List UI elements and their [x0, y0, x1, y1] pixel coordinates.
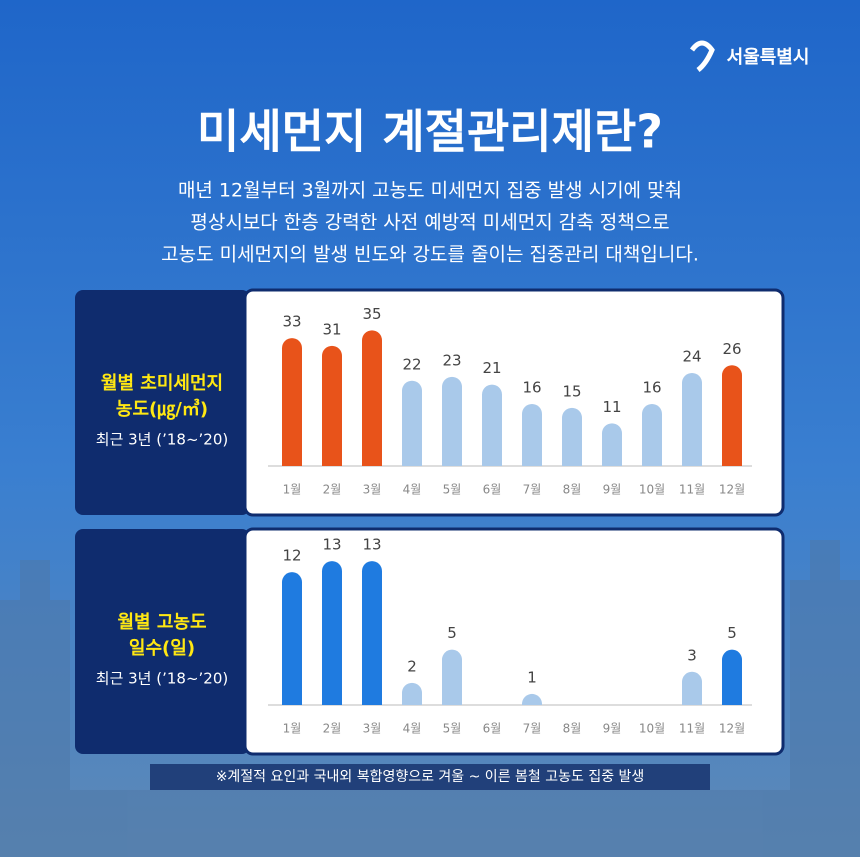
description: 평상시보다 한층 강력한 사전 예방적 미세먼지 감축 정책으로 [190, 212, 669, 234]
bar [362, 330, 382, 466]
panel-title: 월별 초미세먼지 [101, 373, 223, 394]
x-tick-label: 10월 [639, 483, 665, 497]
value-label: 13 [322, 536, 341, 554]
footnote: ※계절적 요인과 국내외 복합영향으로 겨울 ~ 이른 봄철 고농도 집중 발생 [216, 769, 645, 785]
value-label: 3 [687, 646, 697, 664]
x-tick-label: 6월 [483, 483, 502, 497]
x-tick-label: 4월 [403, 722, 422, 736]
bar [722, 649, 742, 705]
bar [322, 561, 342, 705]
value-label: 22 [402, 355, 421, 373]
side-panel [75, 290, 250, 515]
x-tick-label: 4월 [403, 483, 422, 497]
bar [282, 338, 302, 466]
x-tick-label: 12월 [719, 483, 745, 497]
bar [402, 380, 422, 466]
value-label: 16 [522, 379, 541, 397]
logo-icon [689, 40, 715, 72]
bar [562, 407, 582, 466]
bar [282, 572, 302, 705]
x-tick-label: 8월 [563, 722, 582, 736]
value-label: 2 [407, 657, 417, 675]
x-tick-label: 7월 [523, 483, 542, 497]
bar [722, 365, 742, 466]
value-label: 35 [362, 305, 381, 323]
x-tick-label: 1월 [283, 722, 302, 736]
x-tick-label: 7월 [523, 722, 542, 736]
x-tick-label: 6월 [483, 722, 502, 736]
panel-subtitle: 최근 3년 (’18~’20) [96, 670, 228, 688]
value-label: 23 [442, 351, 461, 369]
value-label: 15 [562, 382, 581, 400]
value-label: 31 [322, 320, 341, 338]
value-label: 13 [362, 536, 381, 554]
value-label: 21 [482, 359, 501, 377]
x-tick-label: 9월 [603, 483, 622, 497]
value-label: 5 [727, 624, 737, 642]
x-tick-label: 3월 [363, 483, 382, 497]
bar [522, 404, 542, 466]
value-label: 26 [722, 340, 741, 358]
bar [322, 345, 342, 466]
bar [682, 671, 702, 705]
description: 매년 12월부터 3월까지 고농도 미세먼지 집중 발생 시기에 맞춰 [178, 180, 682, 202]
panel-title: 일수(일) [129, 638, 195, 659]
value-label: 5 [447, 624, 457, 642]
x-tick-label: 9월 [603, 722, 622, 736]
bar [642, 404, 662, 466]
title: 미세먼지 계절관리제란? [197, 105, 663, 159]
x-tick-label: 5월 [443, 483, 462, 497]
logo: 서울특별시 [727, 47, 810, 68]
description: 고농도 미세먼지의 발생 빈도와 강도를 줄이는 집중관리 대책입니다. [161, 244, 699, 266]
value-label: 11 [602, 398, 621, 416]
x-tick-label: 2월 [323, 483, 342, 497]
side-panel [75, 529, 250, 754]
x-tick-label: 3월 [363, 722, 382, 736]
value-label: 33 [282, 313, 301, 331]
x-tick-label: 12월 [719, 722, 745, 736]
bar [442, 649, 462, 705]
value-label: 24 [682, 348, 701, 366]
bar [362, 561, 382, 705]
bar [402, 682, 422, 705]
value-label: 16 [642, 379, 661, 397]
x-tick-label: 11월 [679, 722, 705, 736]
footnote-box [150, 764, 710, 790]
x-tick-label: 2월 [323, 722, 342, 736]
panel-title: 월별 고농도 [117, 612, 206, 633]
bar [442, 376, 462, 466]
value-label: 1 [527, 668, 537, 686]
x-tick-label: 11월 [679, 483, 705, 497]
city-silhouette [0, 540, 860, 857]
panel-subtitle: 최근 3년 (’18~’20) [96, 431, 228, 449]
x-tick-label: 1월 [283, 483, 302, 497]
x-tick-label: 8월 [563, 483, 582, 497]
x-tick-label: 5월 [443, 722, 462, 736]
bar [522, 693, 542, 705]
panel-title: 농도(㎍/㎥) [116, 398, 208, 421]
x-tick-label: 10월 [639, 722, 665, 736]
value-label: 12 [282, 547, 301, 565]
bar [482, 384, 502, 466]
bar [602, 423, 622, 466]
bar [682, 373, 702, 466]
